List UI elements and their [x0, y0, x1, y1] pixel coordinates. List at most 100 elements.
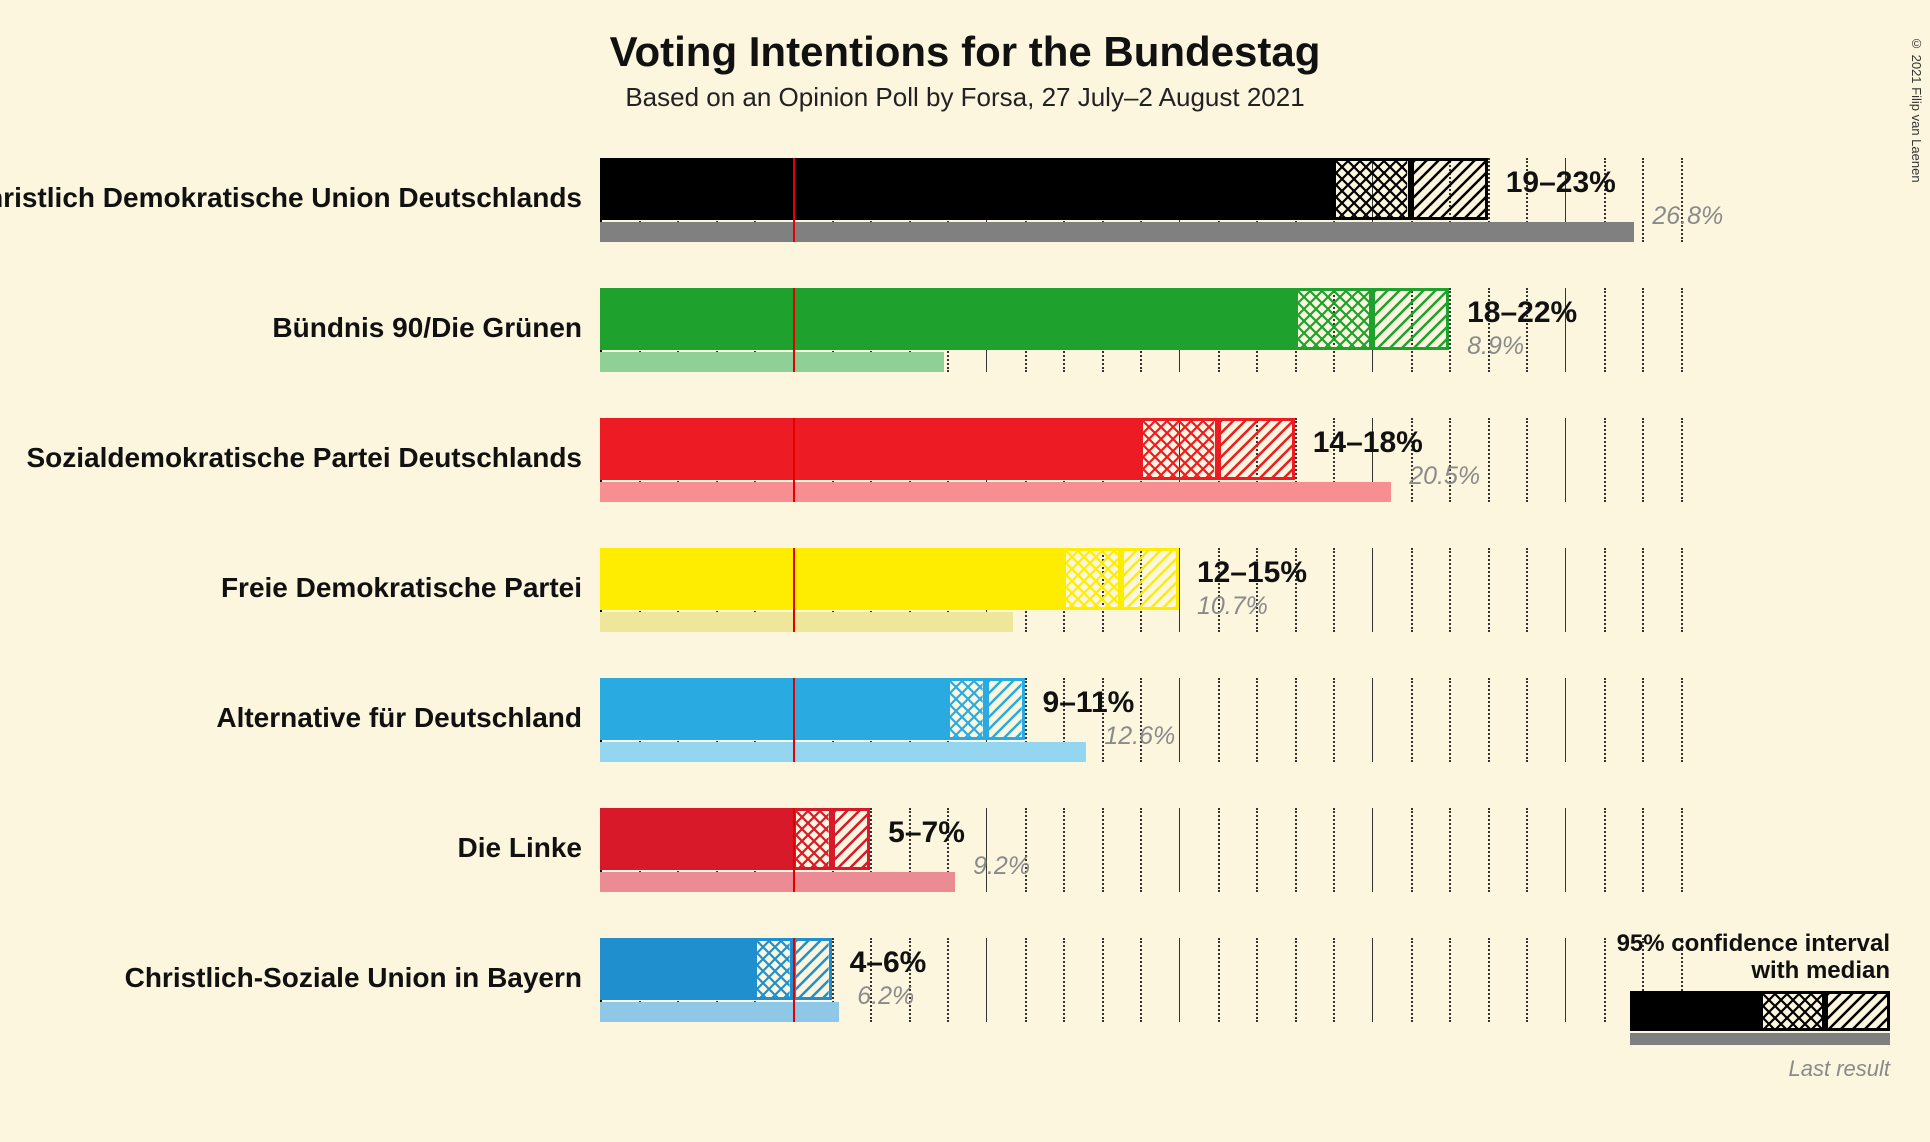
party-label: Alternative für Deutschland — [216, 702, 582, 734]
legend-title-line2: with median — [1617, 957, 1890, 985]
gridline-minor — [1295, 808, 1297, 892]
gridline-minor — [1449, 938, 1451, 1022]
chart-title: Voting Intentions for the Bundestag — [0, 28, 1930, 76]
poll-bar-solid — [600, 938, 754, 1000]
party-label: Die Linke — [458, 832, 582, 864]
last-result-label: 9.2% — [973, 852, 1030, 881]
last-result-label: 26.8% — [1652, 202, 1723, 231]
gridline-minor — [1526, 808, 1528, 892]
gridline-major — [1179, 938, 1180, 1022]
gridline-minor — [1642, 548, 1644, 632]
gridline-minor — [1642, 288, 1644, 372]
ci-upper-half — [793, 938, 832, 1000]
range-label: 5–7% — [888, 816, 965, 850]
last-result-label: 12.6% — [1104, 722, 1175, 751]
gridline-minor — [1488, 548, 1490, 632]
gridline-major — [1565, 418, 1566, 502]
ci-lower-half — [1333, 158, 1410, 220]
last-result-bar — [600, 222, 1634, 242]
gridline-minor — [947, 938, 949, 1022]
ci-upper-half — [832, 808, 871, 870]
gridline-major — [1372, 808, 1373, 892]
last-result-bar — [600, 742, 1086, 762]
gridline-minor — [1604, 938, 1606, 1022]
gridline-minor — [1411, 548, 1413, 632]
gridline-minor — [1488, 938, 1490, 1022]
threshold-line — [793, 548, 795, 632]
gridline-minor — [1449, 808, 1451, 892]
gridline-minor — [1488, 808, 1490, 892]
chart-row: Die Linke 5–7%9.2% — [600, 808, 1700, 938]
gridline-minor — [1604, 808, 1606, 892]
gridline-minor — [1411, 938, 1413, 1022]
last-result-label: 6.2% — [857, 982, 914, 1011]
gridline-minor — [1063, 938, 1065, 1022]
gridline-minor — [1449, 678, 1451, 762]
threshold-line — [793, 808, 795, 892]
gridline-major — [986, 938, 987, 1022]
ci-lower-half — [793, 808, 832, 870]
last-result-bar — [600, 1002, 839, 1022]
range-label: 12–15% — [1197, 556, 1307, 590]
party-label: Bündnis 90/Die Grünen — [272, 312, 582, 344]
threshold-line — [793, 938, 795, 1022]
party-label: Freie Demokratische Partei — [221, 572, 582, 604]
chart-row: Sozialdemokratische Partei Deutschlands … — [600, 418, 1700, 548]
chart-row: Christlich-Soziale Union in Bayern 4–6%6… — [600, 938, 1700, 1068]
chart-row: Christlich Demokratische Union Deutschla… — [600, 158, 1700, 288]
legend-title-line1: 95% confidence interval — [1617, 930, 1890, 958]
last-result-bar — [600, 482, 1391, 502]
gridline-minor — [1025, 938, 1027, 1022]
gridline-minor — [1218, 938, 1220, 1022]
gridline-minor — [1063, 808, 1065, 892]
threshold-line — [793, 288, 795, 372]
poll-bar-solid — [600, 678, 947, 740]
gridline-minor — [1681, 808, 1683, 892]
range-label: 9–11% — [1043, 686, 1135, 720]
gridline-minor — [1681, 418, 1683, 502]
legend-demo-bar — [1630, 991, 1890, 1047]
legend-ci-upper — [1825, 991, 1890, 1031]
gridline-minor — [1295, 938, 1297, 1022]
party-label: Christlich Demokratische Union Deutschla… — [0, 182, 582, 214]
gridline-minor — [1604, 418, 1606, 502]
gridline-major — [1565, 808, 1566, 892]
party-label: Sozialdemokratische Partei Deutschlands — [26, 442, 582, 474]
legend-solid — [1630, 991, 1760, 1031]
gridline-minor — [1488, 678, 1490, 762]
poll-bar-solid — [600, 418, 1140, 480]
poll-bar-solid — [600, 808, 793, 870]
gridline-minor — [1333, 808, 1335, 892]
gridline-minor — [1218, 678, 1220, 762]
range-label: 14–18% — [1313, 426, 1423, 460]
gridline-minor — [1526, 938, 1528, 1022]
gridline-minor — [1218, 808, 1220, 892]
gridline-minor — [1256, 678, 1258, 762]
gridline-minor — [1526, 418, 1528, 502]
chart-subtitle: Based on an Opinion Poll by Forsa, 27 Ju… — [0, 82, 1930, 113]
bar-chart: Christlich Demokratische Union Deutschla… — [600, 158, 1700, 1070]
ci-lower-half — [1140, 418, 1217, 480]
threshold-line — [793, 418, 795, 502]
range-label: 18–22% — [1467, 296, 1577, 330]
gridline-minor — [1604, 548, 1606, 632]
range-label: 19–23% — [1506, 166, 1616, 200]
threshold-line — [793, 678, 795, 762]
range-label: 4–6% — [850, 946, 927, 980]
gridline-minor — [1140, 808, 1142, 892]
gridline-minor — [1333, 678, 1335, 762]
gridline-minor — [1604, 678, 1606, 762]
last-result-label: 20.5% — [1409, 462, 1480, 491]
poll-bar-solid — [600, 288, 1295, 350]
poll-bar-solid — [600, 548, 1063, 610]
gridline-minor — [1526, 548, 1528, 632]
last-result-bar — [600, 612, 1013, 632]
gridline-minor — [1333, 938, 1335, 1022]
gridline-major — [1565, 548, 1566, 632]
gridline-major — [1372, 548, 1373, 632]
gridline-minor — [1102, 938, 1104, 1022]
legend: 95% confidence interval with median Last… — [1617, 930, 1890, 1082]
last-result-bar — [600, 872, 955, 892]
gridline-minor — [1140, 938, 1142, 1022]
gridline-minor — [1449, 288, 1451, 372]
